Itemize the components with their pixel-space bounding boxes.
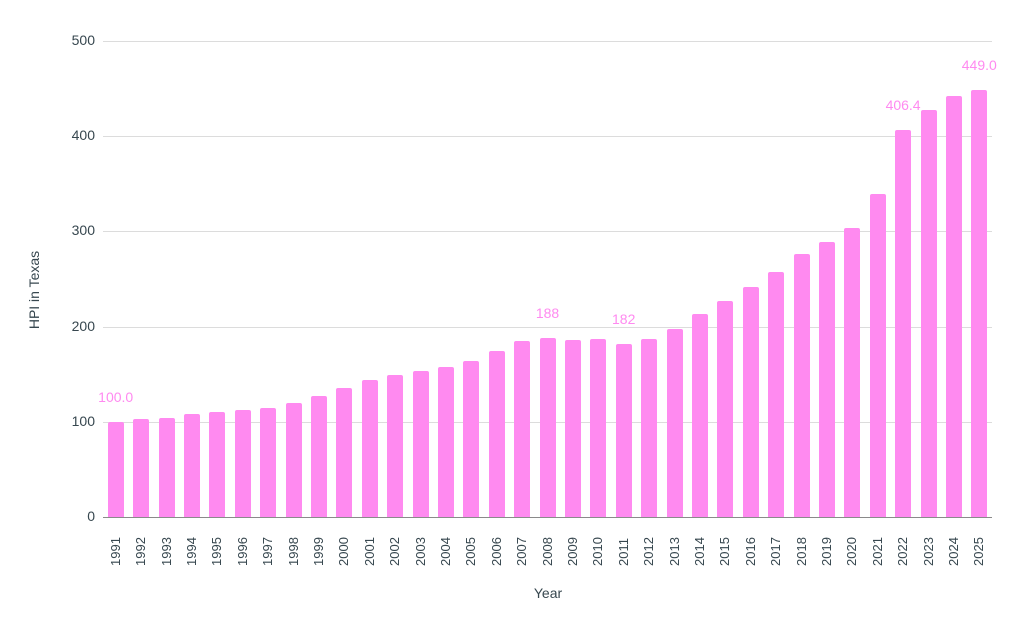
bar-2002 [387, 375, 404, 517]
x-tick-label: 1996 [234, 537, 250, 566]
x-tick-label: 2018 [793, 537, 809, 566]
gridline [103, 41, 992, 42]
y-tick-label: 400 [71, 127, 95, 143]
x-tick-label: 2005 [463, 537, 479, 566]
x-tick-label: 2012 [641, 537, 657, 566]
y-tick-label: 500 [71, 32, 95, 48]
y-tick-label: 300 [71, 222, 95, 238]
bar-2003 [412, 371, 429, 517]
x-tick-label: 2020 [844, 537, 860, 566]
y-tick-label: 200 [71, 318, 95, 334]
data-label-2022: 406.4 [885, 97, 921, 114]
x-tick-label: 2008 [539, 537, 555, 566]
x-tick-label: 2022 [895, 537, 911, 566]
bar-2018 [793, 253, 810, 517]
gridline [103, 136, 992, 137]
bar-2023 [920, 110, 937, 517]
bar-2009 [564, 339, 581, 517]
x-tick-label: 2000 [336, 537, 352, 566]
data-label-2011: 182 [612, 310, 636, 327]
x-tick-label: 1995 [209, 537, 225, 566]
bar-2012 [641, 338, 658, 517]
bar-2016 [742, 286, 759, 517]
bar-1997 [260, 408, 277, 517]
x-axis-line [103, 517, 992, 518]
x-tick-label: 1999 [310, 537, 326, 566]
x-tick-label: 2025 [971, 537, 987, 566]
x-tick-label: 2015 [717, 537, 733, 566]
x-tick-label: 2001 [361, 537, 377, 566]
data-label-2025: 449.0 [961, 56, 997, 73]
x-tick-label: 2003 [412, 537, 428, 566]
x-tick-label: 2014 [691, 537, 707, 566]
gridline [103, 231, 992, 232]
bar-2020 [844, 227, 861, 517]
bar-2014 [691, 314, 708, 517]
x-tick-label: 2017 [768, 537, 784, 566]
bar-1991 [107, 421, 124, 517]
x-tick-label: 2006 [488, 537, 504, 566]
x-tick-label: 1992 [133, 537, 149, 566]
bar-2010 [590, 338, 607, 517]
bar-2000 [336, 387, 353, 517]
x-tick-label: 2004 [437, 537, 453, 566]
x-tick-label: 2010 [590, 537, 606, 566]
bar-2019 [818, 241, 835, 517]
x-tick-label: 2002 [387, 537, 403, 566]
x-tick-label: 2011 [615, 538, 631, 566]
bar-2021 [869, 193, 886, 517]
data-label-2008: 188 [535, 305, 560, 322]
x-axis-label: Year [533, 585, 563, 601]
bar-2001 [361, 379, 378, 517]
bar-2013 [666, 328, 683, 517]
x-tick-label: 2016 [742, 537, 758, 566]
x-tick-label: 2013 [666, 537, 682, 566]
x-tick-label: 1997 [260, 537, 276, 566]
bar-2022 [895, 130, 912, 517]
bar-2015 [717, 300, 734, 517]
bar-1995 [209, 412, 226, 517]
y-tick-label: 0 [87, 508, 95, 524]
bar-1996 [234, 409, 251, 517]
x-tick-label: 2019 [818, 537, 834, 566]
bar-1993 [158, 417, 175, 517]
bar-1992 [133, 419, 150, 517]
x-tick-label: 1998 [285, 537, 301, 566]
x-tick-label: 2023 [920, 537, 936, 566]
x-tick-label: 2024 [945, 537, 961, 566]
bar-1998 [285, 403, 302, 517]
x-tick-label: 2009 [564, 537, 580, 566]
bar-2008 [539, 338, 556, 517]
bar-2007 [514, 340, 531, 517]
bar-2006 [488, 350, 505, 517]
bar-2017 [768, 271, 785, 517]
data-label-1991: 100.0 [98, 388, 134, 405]
gridline [103, 327, 992, 328]
bar-2024 [945, 96, 962, 517]
bar-2011 [615, 343, 632, 517]
x-tick-label: 1991 [107, 537, 123, 566]
y-tick-label: 100 [71, 413, 95, 429]
x-tick-label: 1993 [158, 537, 174, 566]
bar-1994 [183, 413, 200, 517]
x-tick-label: 1994 [183, 537, 199, 566]
x-tick-label: 2007 [514, 537, 530, 566]
bar-1999 [310, 396, 327, 517]
bar-2004 [437, 367, 454, 517]
bar-2025 [971, 89, 988, 517]
x-tick-label: 2021 [869, 537, 885, 566]
y-axis-label: HPI in Texas [26, 250, 42, 330]
bar-2005 [463, 360, 480, 517]
